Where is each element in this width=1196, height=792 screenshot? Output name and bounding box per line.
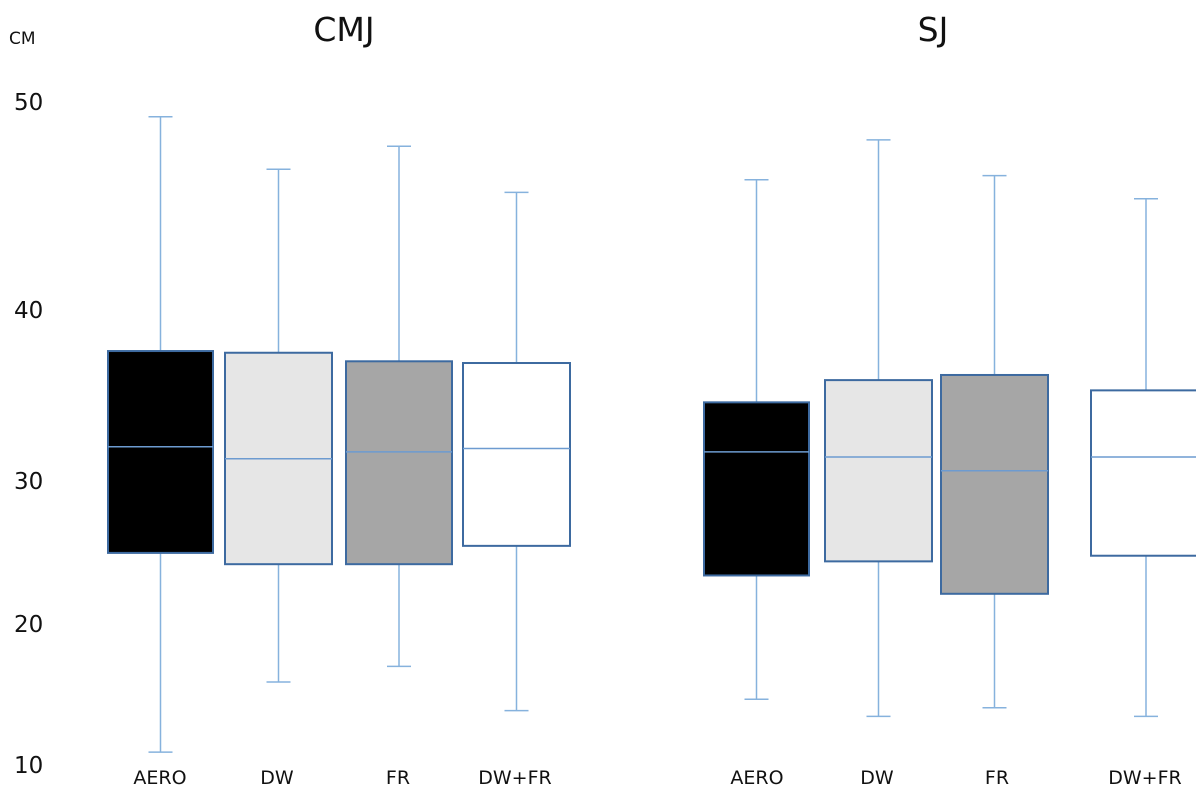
x-category-label: AERO bbox=[133, 767, 186, 789]
box-group bbox=[107, 116, 1196, 753]
y-tick-label: 40 bbox=[14, 298, 43, 324]
x-category-label: DW bbox=[860, 767, 894, 789]
panel-title-cmj: CMJ bbox=[313, 10, 374, 49]
iqr-box bbox=[940, 373, 1049, 595]
iqr-box bbox=[107, 350, 214, 554]
iqr-box bbox=[824, 379, 933, 563]
y-tick-label: 30 bbox=[14, 469, 43, 495]
iqr-box bbox=[703, 401, 810, 577]
x-category-label: DW bbox=[260, 767, 294, 789]
y-tick-label: 20 bbox=[14, 612, 43, 638]
iqr-box bbox=[1090, 389, 1196, 557]
x-category-label: FR bbox=[386, 767, 410, 789]
x-category-label: FR bbox=[985, 767, 1009, 789]
panel-title-sj: SJ bbox=[918, 10, 949, 49]
y-tick-label: 10 bbox=[14, 753, 43, 779]
y-tick-label: 50 bbox=[14, 90, 43, 116]
iqr-box bbox=[345, 360, 453, 566]
y-unit-label: CM bbox=[9, 29, 36, 49]
iqr-box bbox=[462, 362, 571, 547]
x-category-label: DW+FR bbox=[478, 767, 551, 789]
x-category-label: DW+FR bbox=[1108, 767, 1181, 789]
x-category-label: AERO bbox=[730, 767, 783, 789]
